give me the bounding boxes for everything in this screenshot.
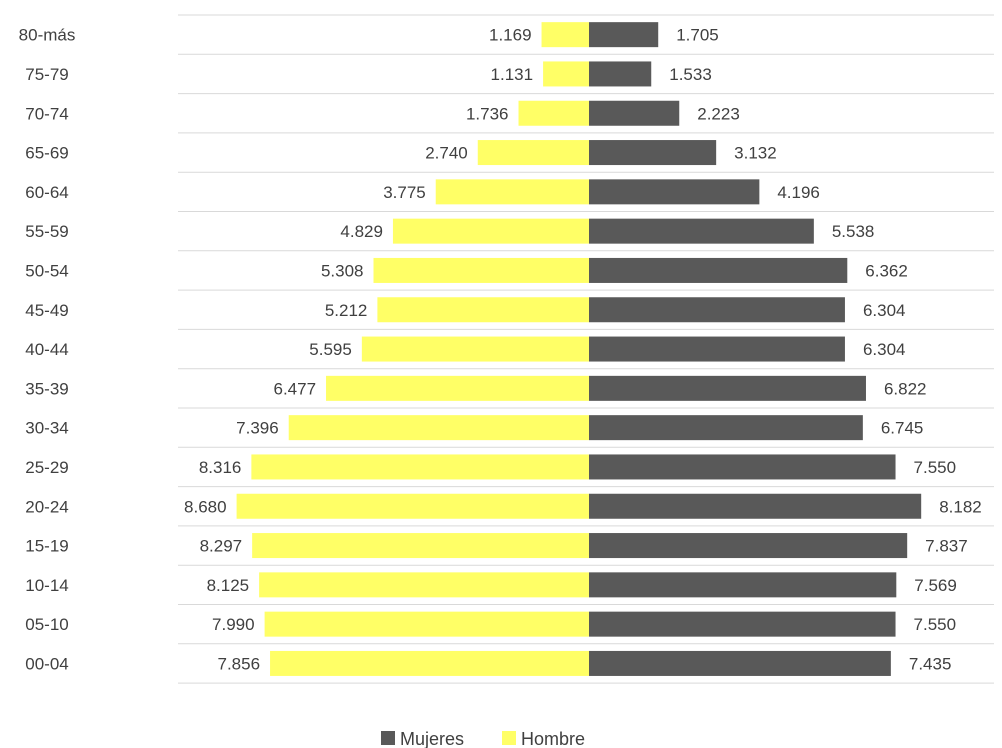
category-label: 75-79 xyxy=(25,65,68,84)
bar-mujeres xyxy=(589,572,897,598)
category-label: 65-69 xyxy=(25,144,68,163)
value-label-mujeres: 5.538 xyxy=(832,222,875,241)
category-labels: 80-más 75-79 70-74 65-69 60-64 55-59 50-54 45-4… xyxy=(19,26,76,674)
bar-mujeres xyxy=(589,61,652,87)
value-label-hombre: 5.308 xyxy=(321,261,364,280)
category-label: 30-34 xyxy=(25,419,68,438)
bar-mujeres xyxy=(589,140,717,166)
value-label-mujeres: 6.745 xyxy=(881,419,924,438)
value-label-mujeres: 7.550 xyxy=(914,458,957,477)
bar-mujeres xyxy=(589,533,908,559)
category-label: 55-59 xyxy=(25,222,68,241)
category-label: 35-39 xyxy=(25,379,68,398)
bar-hombre xyxy=(377,297,589,323)
bar-mujeres xyxy=(589,415,863,441)
category-label: 45-49 xyxy=(25,301,68,320)
category-label: 15-19 xyxy=(25,537,68,556)
category-label: 00-04 xyxy=(25,654,68,673)
value-label-hombre: 8.316 xyxy=(199,458,242,477)
bar-hombre xyxy=(541,22,589,48)
bar-hombre xyxy=(270,650,589,676)
bar-hombre xyxy=(326,375,589,401)
bar-hombre xyxy=(435,179,589,205)
value-label-mujeres: 6.822 xyxy=(884,379,927,398)
value-label-mujeres: 6.304 xyxy=(863,340,906,359)
value-label-hombre: 8.125 xyxy=(207,576,250,595)
category-label: 60-64 xyxy=(25,183,68,202)
bar-hombre xyxy=(392,218,589,244)
bar-mujeres xyxy=(589,257,848,283)
value-label-mujeres: 6.362 xyxy=(865,261,908,280)
legend-swatch-mujeres xyxy=(381,731,395,745)
data-labels: 1.169 1.705 1.131 1.533 1.736 2.223 2.740 3.132… xyxy=(184,26,982,674)
value-label-hombre: 6.477 xyxy=(273,379,316,398)
legend: Mujeres Hombre xyxy=(381,729,585,748)
category-label: 80-más xyxy=(19,26,76,45)
value-label-hombre: 7.396 xyxy=(236,419,279,438)
value-label-mujeres: 7.435 xyxy=(909,654,952,673)
bar-hombre xyxy=(373,257,589,283)
value-label-hombre: 5.595 xyxy=(309,340,352,359)
value-label-hombre: 1.131 xyxy=(491,65,534,84)
category-label: 05-10 xyxy=(25,615,68,634)
category-label: 40-44 xyxy=(25,340,68,359)
value-label-mujeres: 7.837 xyxy=(925,537,968,556)
bar-mujeres xyxy=(589,179,760,205)
value-label-hombre: 7.856 xyxy=(217,654,260,673)
category-label: 25-29 xyxy=(25,458,68,477)
value-label-mujeres: 3.132 xyxy=(734,144,777,163)
bar-mujeres xyxy=(589,297,845,323)
gridlines xyxy=(178,14,994,684)
bar-mujeres xyxy=(589,611,896,637)
bar-hombre xyxy=(264,611,589,637)
value-label-mujeres: 7.569 xyxy=(914,576,957,595)
legend-swatch-hombre xyxy=(502,731,516,745)
bar-mujeres xyxy=(589,454,896,480)
value-label-mujeres: 6.304 xyxy=(863,301,906,320)
bar-mujeres xyxy=(589,100,680,126)
bar-hombre xyxy=(477,140,589,166)
bar-mujeres xyxy=(589,650,891,676)
legend-label-hombre: Hombre xyxy=(521,729,585,748)
legend-label-mujeres: Mujeres xyxy=(400,729,464,748)
bar-mujeres xyxy=(589,218,814,244)
bar-hombre xyxy=(236,493,590,519)
category-label: 50-54 xyxy=(25,261,68,280)
value-label-hombre: 3.775 xyxy=(383,183,426,202)
bar-mujeres xyxy=(589,493,922,519)
value-label-hombre: 1.736 xyxy=(466,104,509,123)
bar-hombre xyxy=(259,572,589,598)
value-label-hombre: 2.740 xyxy=(425,144,468,163)
bar-hombre xyxy=(288,415,589,441)
value-label-hombre: 5.212 xyxy=(325,301,368,320)
bars xyxy=(236,22,922,676)
value-label-hombre: 8.680 xyxy=(184,497,227,516)
value-label-mujeres: 2.223 xyxy=(697,104,740,123)
value-label-mujeres: 4.196 xyxy=(777,183,820,202)
value-label-mujeres: 7.550 xyxy=(914,615,957,634)
bar-mujeres xyxy=(589,22,659,48)
value-label-mujeres: 8.182 xyxy=(939,497,982,516)
value-label-hombre: 7.990 xyxy=(212,615,255,634)
category-label: 20-24 xyxy=(25,497,68,516)
bar-hombre xyxy=(543,61,589,87)
value-label-mujeres: 1.533 xyxy=(669,65,712,84)
value-label-hombre: 8.297 xyxy=(200,537,243,556)
bar-hombre xyxy=(252,533,590,559)
category-label: 70-74 xyxy=(25,104,68,123)
bar-hombre xyxy=(361,336,589,362)
value-label-mujeres: 1.705 xyxy=(676,26,719,45)
bar-mujeres xyxy=(589,336,845,362)
bar-mujeres xyxy=(589,375,866,401)
bar-hombre xyxy=(251,454,589,480)
value-label-hombre: 4.829 xyxy=(340,222,383,241)
bar-hombre xyxy=(518,100,589,126)
value-label-hombre: 1.169 xyxy=(489,26,532,45)
category-label: 10-14 xyxy=(25,576,68,595)
